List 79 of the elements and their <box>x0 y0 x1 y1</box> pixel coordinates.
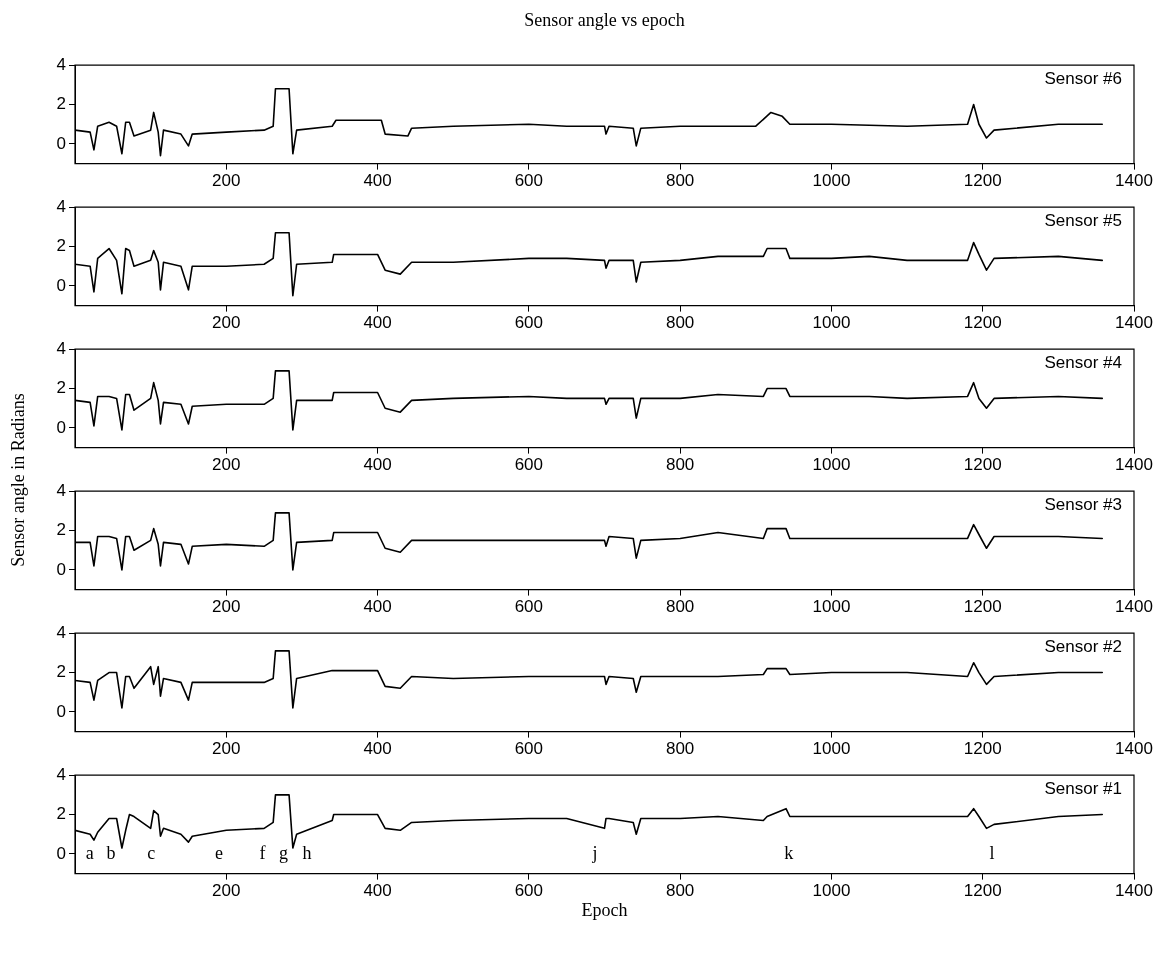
y-tick-label: 2 <box>56 94 66 114</box>
x-tick-label: 1400 <box>1115 881 1153 901</box>
x-tick-label: 200 <box>212 597 241 617</box>
annotation: j <box>591 842 598 863</box>
series-label: Sensor #5 <box>1044 211 1122 231</box>
x-tick-label: 600 <box>514 171 544 191</box>
y-tick-label: 4 <box>56 196 66 216</box>
x-tick-label: 1400 <box>1115 739 1153 759</box>
y-tick-label: 2 <box>56 520 66 540</box>
x-tick-label: 1200 <box>963 171 1002 191</box>
series-label: Sensor #3 <box>1044 495 1122 515</box>
annotation: c <box>147 842 156 863</box>
x-tick-label: 200 <box>212 739 241 759</box>
x-tick-label: 600 <box>514 597 544 617</box>
x-tick-label: 600 <box>514 739 544 759</box>
annotation: b <box>106 842 116 863</box>
y-tick-label: 4 <box>56 764 66 784</box>
x-tick-label: 1000 <box>812 313 851 333</box>
y-tick-label: 2 <box>56 236 66 256</box>
y-tick-label: 2 <box>56 662 66 682</box>
y-tick-label: 4 <box>56 480 66 500</box>
text: Sensor #6 <box>1044 69 1122 89</box>
x-tick-label: 400 <box>363 455 392 475</box>
x-tick-label: 400 <box>363 171 392 191</box>
x-tick-label: 800 <box>665 313 695 333</box>
x-tick-label: 1000 <box>812 597 851 617</box>
x-tick-label: 200 <box>212 171 241 191</box>
annotation: l <box>989 842 995 863</box>
x-tick-label: 800 <box>665 597 695 617</box>
x-tick-label: 600 <box>514 881 544 901</box>
y-tick-label: 4 <box>56 338 66 358</box>
x-tick-label: 1400 <box>1115 171 1153 191</box>
x-tick-label: 1200 <box>963 881 1002 901</box>
series-label: Sensor #4 <box>1044 353 1122 373</box>
x-tick-label: 1400 <box>1115 597 1153 617</box>
series-label: Sensor #2 <box>1044 637 1122 657</box>
y-tick-label: 0 <box>56 701 66 721</box>
annotation: f <box>259 842 266 863</box>
x-tick-label: 600 <box>514 455 544 475</box>
x-tick-label: 400 <box>363 881 392 901</box>
annotation: k <box>784 842 794 863</box>
x-tick-label: 1000 <box>812 171 851 191</box>
x-tick-label: 600 <box>514 313 544 333</box>
y-axis-title: Sensor angle in Radians <box>7 393 29 567</box>
series-label: Sensor #1 <box>1044 779 1122 799</box>
x-tick-label: 400 <box>363 313 392 333</box>
x-tick-label: 1400 <box>1115 313 1153 333</box>
y-tick-label: 0 <box>56 559 66 579</box>
y-tick-label: 2 <box>56 378 66 398</box>
x-tick-label: 800 <box>665 171 695 191</box>
x-tick-label: 1000 <box>812 739 851 759</box>
annotation: h <box>302 842 312 863</box>
y-tick-label: 0 <box>56 275 66 295</box>
annotation: a <box>85 842 94 863</box>
x-tick-label: 400 <box>363 739 392 759</box>
y-tick-label: 4 <box>56 622 66 642</box>
x-tick-label: 800 <box>665 881 695 901</box>
chart-title: Sensor angle vs epoch <box>523 10 686 31</box>
x-tick-label: 1000 <box>812 881 851 901</box>
x-tick-label: 200 <box>212 455 241 475</box>
x-tick-label: 200 <box>212 881 241 901</box>
y-tick-label: 0 <box>56 417 66 437</box>
annotation: e <box>215 842 224 863</box>
x-tick-label: 1200 <box>963 597 1002 617</box>
y-tick-label: 2 <box>56 804 66 824</box>
x-tick-label: 1000 <box>812 455 851 475</box>
x-tick-label: 1200 <box>963 739 1002 759</box>
y-tick-label: 0 <box>56 843 66 863</box>
x-tick-label: 1200 <box>963 313 1002 333</box>
x-tick-label: 1200 <box>963 455 1002 475</box>
x-tick-label: 400 <box>363 597 392 617</box>
y-tick-label: 4 <box>56 54 66 74</box>
y-tick-label: 0 <box>56 133 66 153</box>
annotation: g <box>279 842 289 863</box>
x-tick-label: 200 <box>212 313 241 333</box>
x-tick-label: 800 <box>665 739 695 759</box>
x-tick-label: 1400 <box>1115 455 1153 475</box>
x-axis-title: Epoch <box>580 900 629 921</box>
x-tick-label: 800 <box>665 455 695 475</box>
